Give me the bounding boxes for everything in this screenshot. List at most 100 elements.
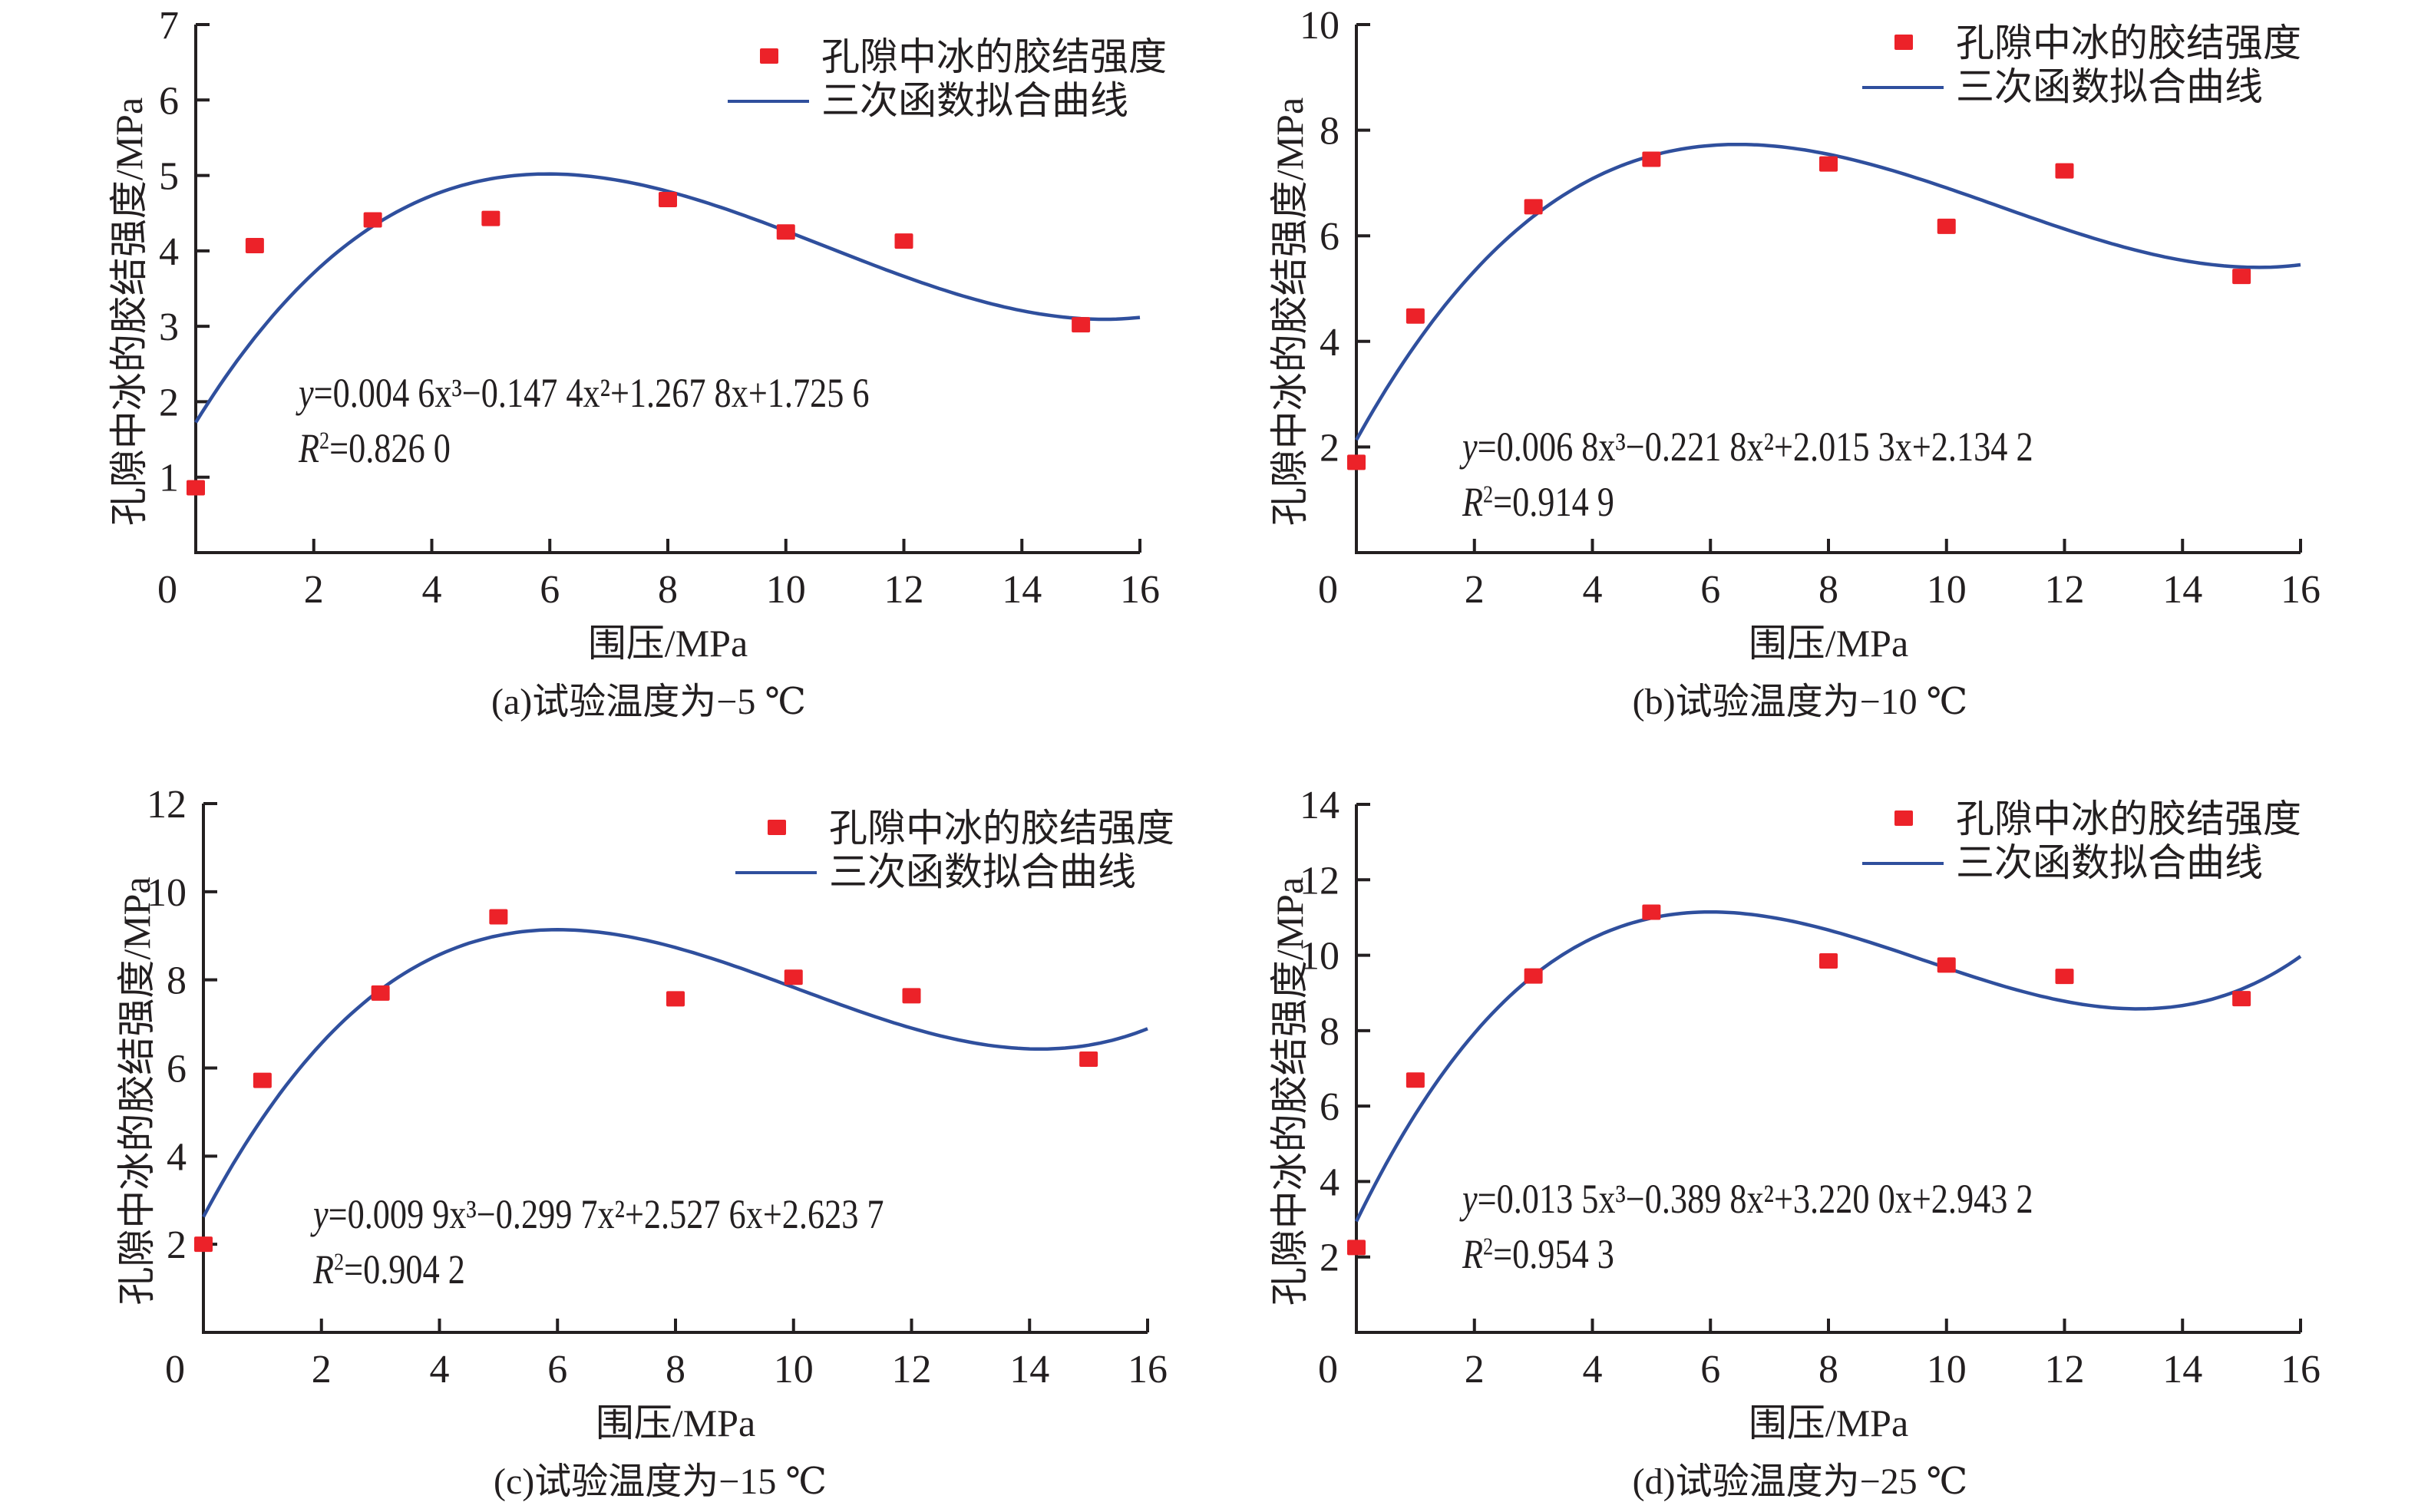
y-tick-label: 10	[1300, 935, 1339, 979]
legend-label-points: 孔隙中冰的胶结强度	[1956, 21, 2301, 64]
r-squared: R2=0.914 9	[1462, 479, 1614, 525]
y-tick-label: 10	[147, 871, 187, 915]
y-tick-label: 5	[159, 155, 179, 199]
x-tick-label: 16	[1128, 1348, 1168, 1392]
legend-marker	[1894, 35, 1913, 50]
legend-label-points: 孔隙中冰的胶结强度	[829, 807, 1174, 850]
data-point	[1406, 308, 1425, 324]
y-tick-label: 14	[1300, 784, 1339, 827]
x-tick-label: 14	[2162, 1348, 2202, 1392]
x-tick-label: 2	[304, 568, 324, 612]
x-tick-label: 12	[884, 568, 924, 612]
data-point	[1072, 317, 1091, 333]
x-tick-label: 10	[766, 568, 806, 612]
y-tick-label: 6	[1320, 1085, 1339, 1129]
x-tick-label: 16	[1120, 568, 1160, 612]
y-tick-label: 6	[1320, 215, 1339, 259]
data-point	[1642, 151, 1661, 167]
data-point	[902, 988, 921, 1004]
data-point	[1819, 952, 1838, 969]
data-point	[1347, 454, 1366, 470]
data-point	[1524, 199, 1543, 215]
y-tick-label: 2	[159, 381, 179, 424]
legend-label-fit: 三次函数拟合曲线	[1956, 65, 2263, 108]
data-point	[1524, 968, 1543, 984]
data-point	[1937, 218, 1956, 234]
x-tick-label: 6	[540, 568, 560, 612]
y-tick-label: 2	[167, 1223, 187, 1267]
y-axis-title: 孔隙中冰的胶结强度/MPa	[1268, 877, 1311, 1306]
x-tick-label: 0	[1318, 1348, 1338, 1392]
x-tick-label: 0	[1318, 568, 1338, 612]
x-tick-label: 10	[1927, 1348, 1967, 1392]
axes-frame	[1355, 804, 2301, 1334]
fit-curve-line	[1354, 910, 2302, 1223]
fit-curve-line	[202, 928, 1148, 1218]
data-point	[1937, 957, 1956, 973]
legend-label-fit: 三次函数拟合曲线	[829, 850, 1136, 893]
chart-panel-b: 2 4 6 8 10 0 2 4 6 8 10 12 14 16 围压/MPa 孔隙中冰的胶结强度/MPa (b…	[1268, 4, 2321, 722]
x-tick-label: 10	[774, 1348, 814, 1392]
x-axis-title: 围压/MPa	[1749, 622, 1908, 665]
x-tick-label: 16	[2281, 1348, 2321, 1392]
y-tick-label: 8	[1320, 110, 1339, 154]
x-tick-label: 0	[165, 1348, 185, 1392]
data-point	[253, 1072, 272, 1088]
data-point	[2055, 163, 2074, 179]
x-tick-label: 12	[892, 1348, 932, 1392]
data-point	[187, 480, 205, 496]
chart-panel-d: 2 4 6 8 10 12 14 0 2 4 6 8 10 12 14 16 围压/MPa 孔隙中冰的胶结强度/M…	[1268, 784, 2321, 1502]
y-tick-label: 8	[1320, 1010, 1339, 1054]
y-tick-label: 12	[147, 783, 187, 827]
y-tick-label: 7	[159, 4, 179, 48]
x-tick-label: 8	[1818, 1348, 1838, 1392]
data-point	[194, 1236, 213, 1253]
x-tick-label: 4	[430, 1348, 450, 1392]
fit-equation: y=0.006 8x³−0.221 8x²+2.015 3x+2.134 2	[1459, 424, 2033, 470]
legend-label-points: 孔隙中冰的胶结强度	[821, 35, 1167, 78]
data-point	[2232, 991, 2251, 1007]
x-tick-label: 16	[2281, 568, 2321, 612]
y-tick-label: 8	[167, 959, 187, 1003]
x-tick-label: 2	[1465, 568, 1485, 612]
data-point	[784, 969, 803, 985]
x-tick-label: 6	[547, 1348, 567, 1392]
x-tick-label: 6	[1700, 568, 1720, 612]
y-axis-title: 孔隙中冰的胶结强度/MPa	[1268, 97, 1311, 526]
y-tick-label: 1	[159, 457, 179, 500]
panel-caption: (a)试验温度为−5 ℃	[491, 682, 806, 722]
data-point	[2055, 969, 2074, 985]
y-tick-label: 4	[1320, 1160, 1339, 1204]
data-point	[666, 991, 685, 1007]
data-point	[1642, 904, 1661, 920]
data-point	[1406, 1072, 1425, 1088]
x-axis-title: 围压/MPa	[1749, 1401, 1908, 1444]
y-tick-label: 2	[1320, 1236, 1339, 1280]
x-tick-label: 8	[666, 1348, 685, 1392]
y-tick-label: 6	[167, 1048, 187, 1091]
fit-equation: y=0.009 9x³−0.299 7x²+2.527 6x+2.623 7	[310, 1191, 884, 1237]
fit-curve-line	[194, 172, 1141, 424]
data-point	[659, 192, 677, 208]
legend-marker	[760, 48, 778, 64]
x-tick-label: 10	[1927, 568, 1967, 612]
r-squared: R2=0.826 0	[298, 425, 451, 471]
x-tick-label: 6	[1700, 1348, 1720, 1392]
y-tick-label: 10	[1300, 4, 1339, 48]
panel-caption: (c)试验温度为−15 ℃	[494, 1461, 827, 1502]
x-axis-title: 围压/MPa	[596, 1401, 755, 1444]
x-tick-label: 8	[658, 568, 678, 612]
fit-equation: y=0.013 5x³−0.389 8x²+3.220 0x+2.943 2	[1459, 1176, 2033, 1222]
y-tick-label: 3	[159, 305, 179, 349]
x-tick-label: 4	[1583, 568, 1603, 612]
data-point	[371, 985, 390, 1001]
y-tick-label: 2	[1320, 426, 1339, 470]
data-point	[489, 909, 508, 925]
panel-caption: (b)试验温度为−10 ℃	[1633, 682, 1968, 722]
x-tick-label: 14	[2162, 568, 2202, 612]
y-axis-title: 孔隙中冰的胶结强度/MPa	[115, 876, 158, 1305]
chart-panel-c: 2 4 6 8 10 12 0 2 4 6 8 10 12 14 16 围压/MPa 孔隙中冰的胶结强度/MPa…	[115, 783, 1174, 1502]
x-tick-label: 0	[157, 568, 177, 612]
